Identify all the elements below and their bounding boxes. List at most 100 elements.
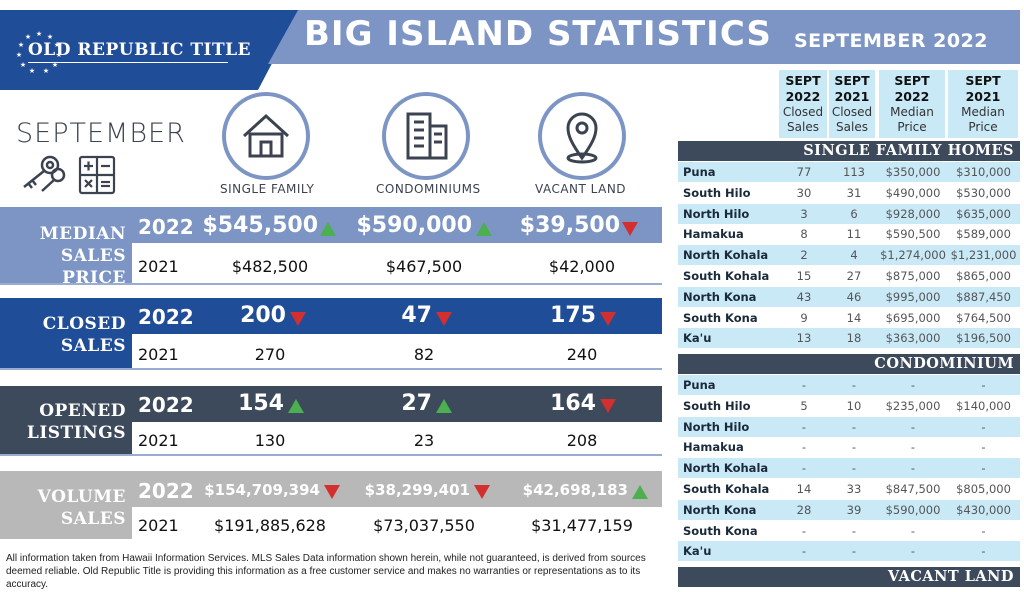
closed-sales-2021: - xyxy=(851,523,857,538)
table-row: Hamakua 8 11 $590,500 $589,000 xyxy=(678,224,1020,245)
category-label-vacant-land: VACANT LAND xyxy=(535,182,627,196)
volume-sales-label: VOLUME SALES xyxy=(0,486,132,530)
trend-down-icon xyxy=(600,399,616,413)
row-divider xyxy=(0,368,662,370)
metric-value-condominiums: $38,299,401 xyxy=(364,481,470,499)
closed-sales-2022: 2 xyxy=(800,248,808,263)
column-header-line3: Closed xyxy=(782,105,824,119)
closed-sales-2022: 15 xyxy=(796,269,812,283)
table-row: North Kona 28 39 $590,000 $430,000 xyxy=(678,499,1020,520)
closed-sales-2021: 31 xyxy=(846,185,862,200)
closed-sales-2021: 11 xyxy=(846,227,862,242)
median-price-2022: - xyxy=(910,440,916,455)
closed-sales-2021: - xyxy=(851,440,857,455)
metric-year-new: 2022 xyxy=(138,479,194,503)
closed-sales-label-bg xyxy=(0,298,132,368)
closed-sales-2021: 4 xyxy=(850,248,858,263)
table-row: South Hilo 5 10 $235,000 $140,000 xyxy=(678,395,1020,416)
closed-sales-2021: 27 xyxy=(846,269,862,283)
area-name: Puna xyxy=(683,378,716,392)
metric-value-vacant-land: 164 xyxy=(550,391,596,416)
median-price-2021: - xyxy=(981,419,986,434)
median-price-2022: - xyxy=(910,544,916,559)
closed-sales-2022: - xyxy=(801,523,807,538)
median-price-2022: - xyxy=(910,419,916,434)
area-name: North Kona xyxy=(683,502,757,517)
metric-label-line1: CLOSED xyxy=(42,314,126,334)
opened-listings-label: OPENED LISTINGS xyxy=(0,400,132,444)
closed-sales-2022: - xyxy=(801,461,807,476)
closed-sales-2022: - xyxy=(801,419,807,434)
table-row: North Kohala 2 4 $1,274,000 $1,231,000 xyxy=(678,245,1020,266)
svg-text:★: ★ xyxy=(47,33,53,41)
metric-value-vacant-land: 175 xyxy=(550,303,596,328)
column-header-line4: Price xyxy=(968,120,998,134)
metric-label-line2: LISTINGS xyxy=(26,423,126,443)
trend-up-icon xyxy=(288,399,304,413)
median-price-2021: - xyxy=(981,544,986,559)
trend-up-icon xyxy=(436,399,452,413)
category-label-single-family: SINGLE FAMILY xyxy=(220,182,315,196)
calculator-icon xyxy=(78,155,116,195)
closed-sales-2021: 14 xyxy=(846,310,862,325)
median-price-2021: $887,450 xyxy=(956,289,1011,304)
trend-down-icon xyxy=(600,312,616,326)
column-header-line3: Median xyxy=(961,105,1005,119)
area-name: South Kohala xyxy=(683,269,770,283)
metric-old-single-family: 130 xyxy=(254,431,286,450)
table-row: Ka'u 13 18 $363,000 $196,500 xyxy=(678,328,1020,349)
closed-sales-2021: - xyxy=(851,419,857,434)
median-price-2021: - xyxy=(981,523,986,538)
svg-text:★: ★ xyxy=(29,67,35,75)
metric-label-line1: VOLUME xyxy=(37,487,126,507)
closed-sales-2021: - xyxy=(851,544,857,559)
metric-value-vacant-land: $39,500 xyxy=(519,213,620,238)
median-price-2021: $589,000 xyxy=(956,227,1011,242)
metric-old-condominiums: 82 xyxy=(413,345,435,364)
metric-value-single-family: $545,500 xyxy=(202,213,318,238)
column-header-line2: 2022 xyxy=(894,89,930,104)
median-price-2022: $490,000 xyxy=(885,185,941,200)
median-price-2022: $875,000 xyxy=(885,269,941,283)
area-name: South Kohala xyxy=(683,482,770,496)
closed-sales-2022: 43 xyxy=(796,289,812,304)
column-header-line3: Closed xyxy=(831,105,873,119)
area-name: Hamakua xyxy=(683,440,744,455)
median-price-2022: $350,000 xyxy=(885,165,941,179)
table-row: North Hilo 3 6 $928,000 $635,000 xyxy=(678,203,1020,224)
closed-sales-2021: 33 xyxy=(846,482,862,496)
closed-sales-2022: 30 xyxy=(796,185,812,200)
median-price-2021: $430,000 xyxy=(956,502,1011,517)
column-header: SEPT 2021 Median Price xyxy=(948,70,1018,138)
median-price-2021: $865,000 xyxy=(956,269,1011,283)
median-price-2022: $928,000 xyxy=(885,206,941,221)
median-price-2021: - xyxy=(981,378,986,392)
area-name: Ka'u xyxy=(683,331,712,346)
area-name: South Kona xyxy=(683,310,758,325)
median-price-2022: $995,000 xyxy=(885,289,941,304)
median-price-2021: $140,000 xyxy=(956,398,1011,413)
table-row: Ka'u - - - - xyxy=(678,541,1020,562)
table-row: North Kona 43 46 $995,000 $887,450 xyxy=(678,286,1020,307)
table-row: Hamakua - - - - xyxy=(678,437,1020,458)
metric-value-single-family: $154,709,394 xyxy=(204,481,320,499)
metric-value-condominiums: 27 xyxy=(401,391,432,416)
area-name: North Kohala xyxy=(683,248,769,263)
median-price-2021: $805,000 xyxy=(956,482,1011,496)
closed-sales-2022: 8 xyxy=(800,227,808,242)
logo-underline xyxy=(28,62,228,63)
building-icon xyxy=(382,92,470,180)
closed-sales-2022: 9 xyxy=(800,310,808,325)
column-header-line1: SEPT xyxy=(785,73,821,88)
area-name: North Kohala xyxy=(683,461,769,476)
section-header: CONDOMINIUM xyxy=(678,354,1020,374)
closed-sales-2022: - xyxy=(801,440,807,455)
area-name: North Hilo xyxy=(683,206,750,221)
metric-year-new: 2022 xyxy=(138,393,194,417)
svg-text:★: ★ xyxy=(36,30,42,38)
trend-down-icon xyxy=(436,312,452,326)
stars-icon: ★ ★★ ★★★ ★★★ ★★ xyxy=(16,30,62,75)
metric-old-single-family: $191,885,628 xyxy=(214,516,326,535)
metric-old-vacant-land: $42,000 xyxy=(548,257,616,276)
closed-sales-2021: - xyxy=(851,378,857,392)
